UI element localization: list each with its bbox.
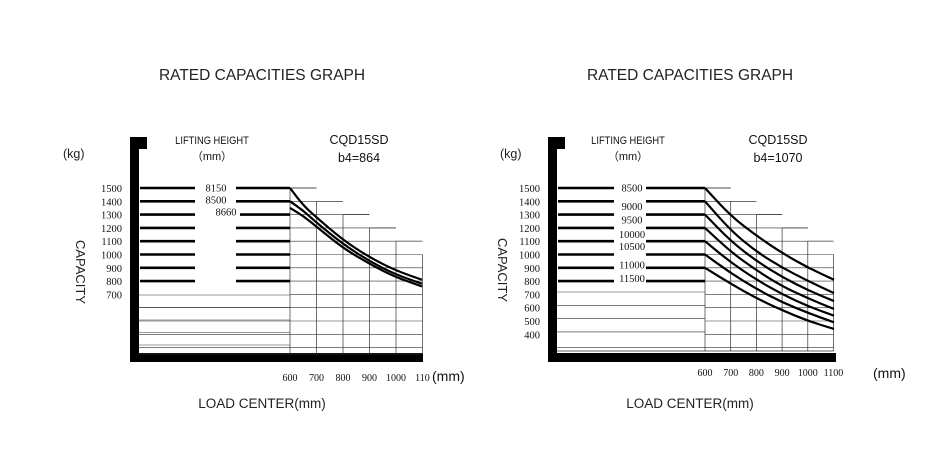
x-tick-label: 110 <box>415 373 430 384</box>
height-label-bg <box>202 193 230 206</box>
series-curve-9000 <box>704 200 835 295</box>
model-label: CQD15SD <box>748 133 807 147</box>
x-tick-label: 700 <box>309 373 324 384</box>
x-axis-label: LOAD CENTER(mm) <box>626 396 754 411</box>
y-axis-label: CAPACITY <box>73 240 88 304</box>
y-axis-label: CAPACITY <box>495 238 510 302</box>
x-tick-label: 900 <box>775 368 790 379</box>
height-label-bg <box>618 240 646 253</box>
y-tick-label: 500 <box>524 317 540 328</box>
chart-title: RATED CAPACITIES GRAPH <box>159 67 365 84</box>
series-curve-11000 <box>704 253 835 324</box>
chart-panel-1: RATED CAPACITIES GRAPH (kg) CAPACITY LIFTIN… <box>63 67 465 411</box>
height-label-bg <box>618 213 646 226</box>
b4-label: b4=1070 <box>753 151 802 165</box>
y-tick-label: 1500 <box>519 184 540 195</box>
y-tick-label: 700 <box>524 290 540 301</box>
height-label: 8150 <box>206 184 227 195</box>
height-label-bg <box>618 228 646 241</box>
series-curve-9500 <box>704 213 835 303</box>
y-tick-label: 1200 <box>519 224 540 235</box>
height-label-bg <box>202 181 230 194</box>
lifting-height-unit: （mm） <box>608 150 648 163</box>
height-label: 9500 <box>622 215 643 226</box>
chart-frame <box>130 137 423 362</box>
y-tick-label: 900 <box>524 264 540 275</box>
series-curve-11500 <box>704 266 835 331</box>
height-label-bg <box>618 200 646 213</box>
height-label: 10500 <box>619 242 645 253</box>
series-curve-8500 <box>289 200 423 285</box>
b4-label: b4=864 <box>338 151 380 165</box>
y-tick-label: 800 <box>106 277 122 288</box>
y-tick-label: 1200 <box>101 224 122 235</box>
series-curve-8660 <box>289 207 423 288</box>
series-curve-10500 <box>704 240 835 317</box>
height-label: 8500 <box>622 184 643 195</box>
y-tick-label: 1000 <box>519 251 540 262</box>
x-tick-label: 700 <box>723 368 738 379</box>
x-tick-label: 600 <box>283 373 298 384</box>
x-axis-label: LOAD CENTER(mm) <box>198 396 326 411</box>
y-tick-label: 1400 <box>101 197 122 208</box>
height-label-bg <box>618 181 646 194</box>
y-tick-label: 400 <box>524 330 540 341</box>
y-tick-label: 900 <box>106 264 122 275</box>
height-label: 8500 <box>206 195 227 206</box>
y-unit-label: (kg) <box>63 147 85 161</box>
chart-frame <box>548 137 836 362</box>
series-curve-8150 <box>289 187 423 281</box>
x-tick-label: 1000 <box>798 368 818 379</box>
y-tick-label: 700 <box>106 290 122 301</box>
x-tick-label: 1100 <box>824 368 844 379</box>
x-tick-label: 800 <box>336 373 351 384</box>
y-tick-label: 800 <box>524 277 540 288</box>
x-tick-label: 800 <box>749 368 764 379</box>
y-tick-label: 600 <box>524 304 540 315</box>
y-tick-label: 1100 <box>101 237 122 248</box>
chart-panel-2: RATED CAPACITIES GRAPH (kg) CAPACITY LIFTIN… <box>495 67 906 411</box>
height-label: 8660 <box>216 207 237 218</box>
lifting-height-label: LIFTING HEIGHT <box>591 135 665 147</box>
series-curve-10000 <box>704 227 835 311</box>
x-tick-label: 600 <box>698 368 713 379</box>
model-label: CQD15SD <box>329 133 388 147</box>
y-tick-label: 1300 <box>519 211 540 222</box>
height-label: 10000 <box>619 230 645 241</box>
chart-title: RATED CAPACITIES GRAPH <box>587 67 793 84</box>
height-label-bg <box>212 205 240 218</box>
y-unit-label: (kg) <box>500 147 522 161</box>
y-tick-label: 1300 <box>101 211 122 222</box>
x-tick-label: 900 <box>362 373 377 384</box>
height-label-bg <box>618 271 646 284</box>
y-tick-label: 1100 <box>519 237 540 248</box>
height-label: 9000 <box>622 202 643 213</box>
height-label: 11000 <box>619 261 645 272</box>
y-tick-label: 1400 <box>519 197 540 208</box>
height-label-bg <box>618 258 646 271</box>
x-unit-label: (mm) <box>432 368 465 384</box>
x-tick-label: 1000 <box>386 373 406 384</box>
lifting-height-label: LIFTING HEIGHT <box>175 135 249 147</box>
lifting-height-unit: （mm） <box>192 150 232 163</box>
y-tick-label: 1000 <box>101 251 122 262</box>
y-tick-label: 1500 <box>101 184 122 195</box>
x-unit-label: (mm) <box>873 365 906 381</box>
series-curve-8500 <box>704 187 835 281</box>
height-label: 11500 <box>619 274 645 285</box>
